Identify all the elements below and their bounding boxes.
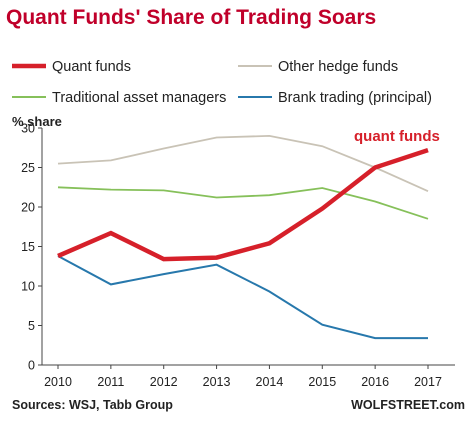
series-line-other-hedge-funds (57, 134, 429, 193)
axes: 0 5 10 15 20 25 30 2010 2011 2012 2013 2014 2015 2016… (21, 122, 455, 389)
y-tick-label: 20 (21, 201, 35, 215)
y-tick-label: 15 (21, 240, 35, 254)
source-note: Sources: WSJ, Tabb Group (12, 398, 173, 412)
y-tick-label: 10 (21, 280, 35, 294)
x-tick-label: 2012 (150, 375, 178, 389)
legend-label-quant-funds: Quant funds (52, 59, 131, 75)
legend-label-brank-trading-principal: Brank trading (principal) (278, 90, 432, 106)
series-line-quant-funds (57, 147, 429, 262)
brand-label: WOLFSTREET.com (351, 398, 465, 412)
legend: Quant funds Other hedge funds Traditional … (12, 59, 432, 106)
y-tick-label: 30 (21, 122, 35, 136)
x-tick-label: 2011 (97, 375, 124, 389)
series-line-traditional-asset-managers (57, 186, 429, 220)
y-tick-label: 5 (28, 319, 35, 333)
y-axis-label: % share (12, 114, 62, 129)
series-line-brank-trading-principal (57, 255, 428, 340)
y-tick-label: 25 (21, 161, 35, 175)
x-tick-label: 2015 (308, 375, 336, 389)
x-tick-label: 2017 (414, 375, 442, 389)
series-lines (57, 134, 429, 340)
legend-label-other-hedge-funds: Other hedge funds (278, 59, 398, 75)
x-tick-label: 2016 (361, 375, 389, 389)
legend-label-traditional-asset-managers: Traditional asset managers (52, 90, 226, 106)
x-tick-label: 2013 (203, 375, 231, 389)
x-tick-label: 2010 (44, 375, 72, 389)
y-tick-label: 0 (28, 359, 35, 373)
chart-title: Quant Funds' Share of Trading Soars (6, 6, 376, 29)
x-tick-label: 2014 (256, 375, 284, 389)
quant-funds-annotation: quant funds (354, 128, 440, 145)
